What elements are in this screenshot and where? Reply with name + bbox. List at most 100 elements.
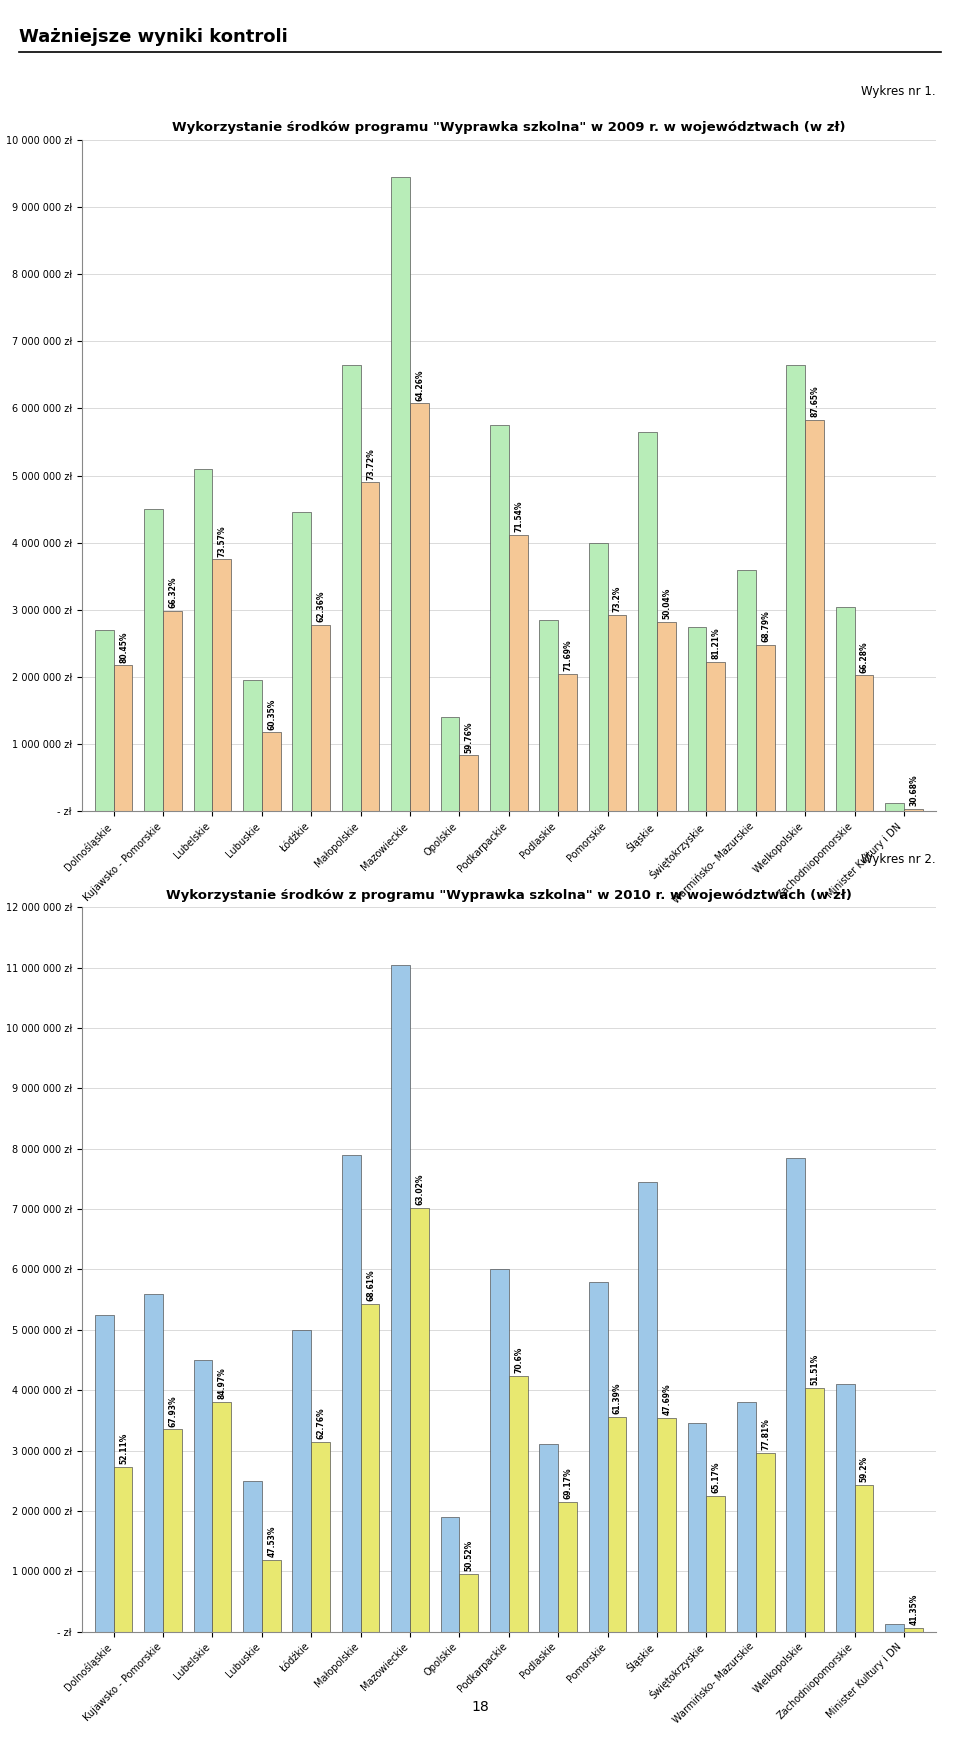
Text: 77.81%: 77.81% <box>761 1419 770 1450</box>
Text: 59.76%: 59.76% <box>465 721 474 752</box>
Bar <box>885 1625 904 1632</box>
Text: 71.54%: 71.54% <box>515 501 523 532</box>
Bar <box>311 1443 330 1632</box>
Bar <box>441 717 460 811</box>
Bar <box>588 543 608 811</box>
Text: 87.65%: 87.65% <box>810 386 820 417</box>
Bar <box>509 536 528 811</box>
Bar <box>392 965 410 1632</box>
Text: 73.2%: 73.2% <box>612 586 622 612</box>
Bar <box>687 1424 707 1632</box>
Text: 80.45%: 80.45% <box>119 632 128 663</box>
Text: 66.28%: 66.28% <box>860 640 869 672</box>
Bar <box>361 1304 379 1632</box>
Text: 66.32%: 66.32% <box>168 576 178 609</box>
X-axis label: Nazwa województwa: Nazwa województwa <box>444 982 573 993</box>
Text: 18: 18 <box>471 1700 489 1714</box>
Text: 51.51%: 51.51% <box>810 1354 820 1386</box>
Text: 60.35%: 60.35% <box>267 698 276 729</box>
Text: 73.72%: 73.72% <box>366 448 375 480</box>
Text: 50.04%: 50.04% <box>662 588 671 619</box>
Bar <box>836 607 854 811</box>
Text: 50.52%: 50.52% <box>465 1539 474 1570</box>
Bar <box>588 1281 608 1632</box>
Bar <box>243 681 262 811</box>
Bar <box>243 1482 262 1632</box>
Bar <box>638 1181 657 1632</box>
Bar <box>608 614 626 811</box>
Bar <box>490 426 509 811</box>
Bar <box>163 611 181 811</box>
Text: 84.97%: 84.97% <box>218 1368 227 1399</box>
Bar <box>687 626 707 811</box>
Text: 81.21%: 81.21% <box>711 626 721 660</box>
Text: Wykres nr 1.: Wykres nr 1. <box>861 86 936 98</box>
Bar <box>460 1574 478 1632</box>
Bar <box>558 1502 577 1632</box>
Bar <box>737 1403 756 1632</box>
Title: Wykorzystanie środków programu "Wyprawka szkolna" w 2009 r. w województwach (w z: Wykorzystanie środków programu "Wyprawka… <box>172 120 846 134</box>
Bar <box>638 431 657 811</box>
Bar <box>212 560 231 811</box>
Text: Ważniejsze wyniki kontroli: Ważniejsze wyniki kontroli <box>19 28 288 45</box>
Bar <box>460 756 478 811</box>
Bar <box>608 1417 626 1632</box>
Bar <box>540 619 558 811</box>
Bar <box>144 510 163 811</box>
Bar <box>756 1454 775 1632</box>
Text: 30.68%: 30.68% <box>909 775 919 806</box>
Text: 59.2%: 59.2% <box>860 1455 869 1482</box>
Text: 65.17%: 65.17% <box>711 1461 721 1494</box>
Bar <box>707 661 725 811</box>
Bar <box>392 176 410 811</box>
Text: 63.02%: 63.02% <box>416 1173 424 1204</box>
Bar <box>805 421 824 811</box>
Text: 64.26%: 64.26% <box>416 370 424 401</box>
Text: 47.69%: 47.69% <box>662 1384 671 1415</box>
Bar <box>95 1314 113 1632</box>
Bar <box>342 1155 361 1632</box>
Bar <box>904 1628 923 1632</box>
Bar <box>262 1560 280 1632</box>
Bar <box>194 1359 212 1632</box>
Bar <box>95 630 113 811</box>
Text: 70.6%: 70.6% <box>515 1347 523 1373</box>
Bar <box>163 1429 181 1632</box>
Bar <box>558 674 577 811</box>
Text: 61.39%: 61.39% <box>612 1382 622 1413</box>
Text: Wykres nr 2.: Wykres nr 2. <box>861 853 936 866</box>
Bar <box>786 1159 805 1632</box>
Bar <box>342 365 361 811</box>
Text: 52.11%: 52.11% <box>119 1433 128 1464</box>
Bar <box>311 625 330 811</box>
Bar <box>262 733 280 811</box>
Bar <box>509 1377 528 1632</box>
Bar <box>904 808 923 811</box>
Text: 67.93%: 67.93% <box>168 1394 178 1426</box>
Text: 68.61%: 68.61% <box>366 1270 375 1302</box>
Text: 69.17%: 69.17% <box>564 1468 572 1499</box>
Bar <box>836 1384 854 1632</box>
Legend: Środki budżetowe na wyprawkę szkolną w 2009 r., Środki wykorzystane: Środki budżetowe na wyprawkę szkolną w 2… <box>86 1117 512 1129</box>
Text: 47.53%: 47.53% <box>267 1525 276 1557</box>
Bar <box>854 675 874 811</box>
Text: 62.76%: 62.76% <box>317 1408 325 1440</box>
Bar <box>657 621 676 811</box>
Bar <box>707 1495 725 1632</box>
Bar <box>113 665 132 811</box>
Bar <box>490 1270 509 1632</box>
Text: 71.69%: 71.69% <box>564 640 572 672</box>
Bar <box>885 803 904 811</box>
Bar <box>854 1485 874 1632</box>
Bar <box>410 1208 429 1632</box>
Bar <box>113 1466 132 1632</box>
Bar <box>361 482 379 811</box>
Bar <box>657 1417 676 1632</box>
Bar <box>293 513 311 811</box>
Bar <box>786 365 805 811</box>
Text: 73.57%: 73.57% <box>218 525 227 557</box>
Bar <box>293 1330 311 1632</box>
Bar <box>212 1403 231 1632</box>
Bar <box>805 1387 824 1632</box>
Text: 41.35%: 41.35% <box>909 1593 919 1625</box>
